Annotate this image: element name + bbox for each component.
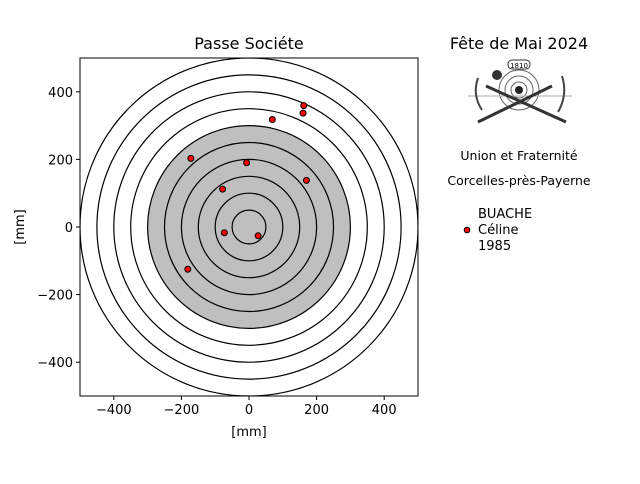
legend-marker [463,226,471,234]
y-tick-label: −200 [37,289,73,304]
side-title: Fête de Mai 2024 [450,34,588,53]
x-axis-label: [mm] [231,425,266,440]
target-rings [80,58,418,396]
shot-point [299,109,307,117]
side-line-1: Union et Fraternité [460,148,578,163]
y-tick-label: 200 [48,153,73,168]
target-ring [214,192,284,262]
target-ring [163,141,335,313]
shot-point [300,102,308,110]
y-axis-label: [mm] [13,209,28,244]
x-tick-label: 200 [304,403,329,418]
target-ring [96,74,402,380]
shot-points [184,102,310,273]
x-axis: −400 −200 0 200 400 [96,396,397,418]
shot-point [220,229,228,237]
target-ring [113,91,385,363]
x-tick-label: 400 [372,403,397,418]
legend: BUACHE Céline 1985 [463,207,532,254]
club-logo: 1810 [468,59,572,124]
shot-point [302,176,310,184]
target-ring [231,209,267,245]
shot-point [219,185,227,193]
shot-point [254,232,262,240]
shot-point [184,265,192,273]
target-ring [180,158,318,296]
legend-line-2: Céline [478,223,519,238]
legend-line-1: BUACHE [478,207,532,222]
y-axis: −400 −200 0 200 400 [37,86,80,371]
legend-line-3: 1985 [478,239,511,254]
target-ring [147,124,352,330]
y-tick-label: 400 [48,86,73,101]
chart-title: Passe Sociéte [194,34,303,53]
shot-point [187,154,195,162]
x-tick-label: −400 [96,403,132,418]
target-black [147,125,351,329]
shot-point [268,116,276,124]
y-tick-label: 0 [65,221,73,236]
x-tick-label: −200 [164,403,200,418]
target-ring [197,175,301,279]
y-tick-label: −400 [37,356,73,371]
side-line-2: Corcelles-près-Payerne [447,173,591,188]
target-ring [130,108,368,346]
shot-point [243,159,251,167]
x-tick-label: 0 [245,403,253,418]
logo-year: 1810 [510,62,528,70]
